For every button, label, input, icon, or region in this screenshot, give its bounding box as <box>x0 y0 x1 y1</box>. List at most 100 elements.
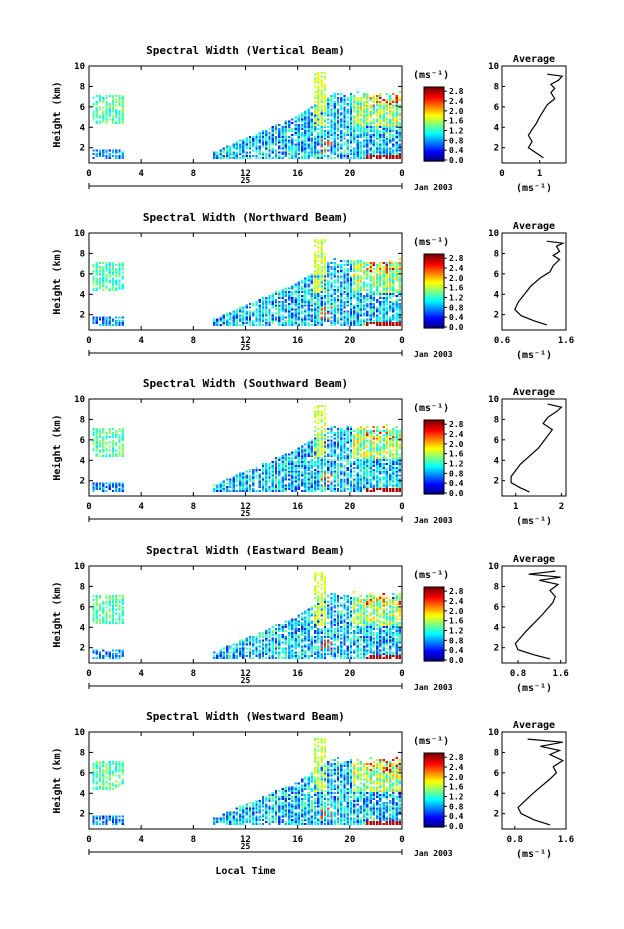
heatmap-cell <box>392 275 395 278</box>
heatmap-cell <box>229 480 232 483</box>
heatmap-cell <box>323 126 327 129</box>
heatmap-cell <box>340 118 343 121</box>
heatmap-cell <box>278 643 281 646</box>
heatmap-cell <box>314 470 317 473</box>
heatmap-cell <box>255 466 258 469</box>
heatmap-cell <box>333 484 336 487</box>
heatmap-cell <box>323 275 327 278</box>
heatmap-cell <box>389 657 392 660</box>
heatmap-cell <box>395 110 398 113</box>
heatmap-cell <box>323 285 327 288</box>
heatmap-cell <box>255 476 258 479</box>
heatmap-cell <box>389 262 392 264</box>
heatmap-cell <box>330 472 333 475</box>
heatmap-cell <box>307 114 310 117</box>
heatmap-cell <box>314 416 317 419</box>
heatmap-cell <box>261 133 265 136</box>
heatmap-cell <box>375 124 379 127</box>
heatmap-cell <box>294 476 297 479</box>
heatmap-cell <box>349 310 353 313</box>
heatmap-cell <box>317 89 320 92</box>
heatmap-cell <box>333 112 336 115</box>
heatmap-cell <box>105 437 108 440</box>
heatmap-cell <box>268 466 271 469</box>
heatmap-cell <box>359 439 362 442</box>
heatmap-cell <box>314 312 317 315</box>
heatmap-cell <box>300 139 304 142</box>
heatmap-cell <box>225 657 229 660</box>
heatmap-cell <box>375 316 379 319</box>
heatmap-cell <box>294 657 297 660</box>
heatmap-cell <box>327 293 330 296</box>
heatmap-cell <box>108 104 111 107</box>
heatmap-cell <box>320 258 323 261</box>
heatmap-cell <box>105 285 108 288</box>
heatmap-cell <box>379 265 382 268</box>
heatmap-cell <box>366 312 369 315</box>
heatmap-cell <box>398 488 402 491</box>
colorbar-segment <box>424 311 444 314</box>
heatmap-cell <box>392 430 395 432</box>
heatmap-cell <box>385 104 389 107</box>
heatmap-cell <box>343 431 346 434</box>
heatmap-cell <box>287 145 291 148</box>
heatmap-cell <box>392 435 395 438</box>
heatmap-cell <box>359 104 362 107</box>
heatmap-cell <box>385 130 389 132</box>
heatmap-cell <box>379 645 382 648</box>
heatmap-cell <box>111 320 115 323</box>
heatmap-cell <box>297 126 301 129</box>
heatmap-cell <box>333 647 336 650</box>
heatmap-cell <box>92 271 95 274</box>
heatmap-cell <box>287 472 291 475</box>
heatmap-cell <box>330 114 333 117</box>
heatmap-cell <box>255 641 258 644</box>
heatmap-cell <box>108 655 111 658</box>
colorbar-tick-label: 0.0 <box>449 156 464 165</box>
heatmap-cell <box>349 461 353 463</box>
heatmap-cell <box>304 639 307 642</box>
heatmap-cell <box>261 300 265 303</box>
heatmap-cell <box>310 459 314 462</box>
heatmap-cell <box>314 141 317 144</box>
heatmap-cell <box>98 445 102 448</box>
heatmap-cell <box>261 312 265 315</box>
heatmap-cell <box>349 112 353 115</box>
heatmap-cell <box>372 651 376 654</box>
heatmap-cell <box>385 283 389 286</box>
heatmap-cell <box>372 130 376 132</box>
heatmap-cell <box>95 488 98 491</box>
avg-x-axis-label: (ms⁻¹) <box>516 516 552 527</box>
heatmap-cell <box>359 431 362 434</box>
heatmap-cell <box>372 297 376 299</box>
heatmap-cell <box>294 298 297 301</box>
heatmap-cell <box>317 260 320 263</box>
heatmap-cell <box>389 431 392 434</box>
heatmap-cell <box>320 238 323 241</box>
heatmap-cell <box>340 295 343 297</box>
average-line <box>514 240 565 326</box>
heatmap-cell <box>245 478 248 481</box>
heatmap-cell <box>248 312 252 315</box>
heatmap-cell <box>343 95 346 97</box>
heatmap-cell <box>353 316 356 319</box>
colorbar-segment <box>424 320 444 324</box>
heatmap-cell <box>268 300 271 303</box>
heatmap-cell <box>375 269 379 272</box>
heatmap-cell <box>314 108 317 111</box>
heatmap-cell <box>317 293 320 296</box>
heatmap-cell <box>356 637 359 640</box>
heatmap-cell <box>369 430 372 432</box>
heatmap-cell <box>248 135 252 138</box>
heatmap-cell <box>379 464 382 467</box>
heatmap-cell <box>297 137 301 140</box>
heatmap-cell <box>219 151 222 154</box>
heatmap-cell <box>307 283 310 286</box>
heatmap-cell <box>307 155 310 158</box>
heatmap-cell <box>395 480 398 483</box>
heatmap-cell <box>268 468 271 471</box>
colorbar-segment <box>424 148 444 151</box>
colorbar-tick-label: 1.6 <box>449 117 464 126</box>
heatmap-cell <box>333 291 336 294</box>
heatmap-cell <box>102 110 105 113</box>
